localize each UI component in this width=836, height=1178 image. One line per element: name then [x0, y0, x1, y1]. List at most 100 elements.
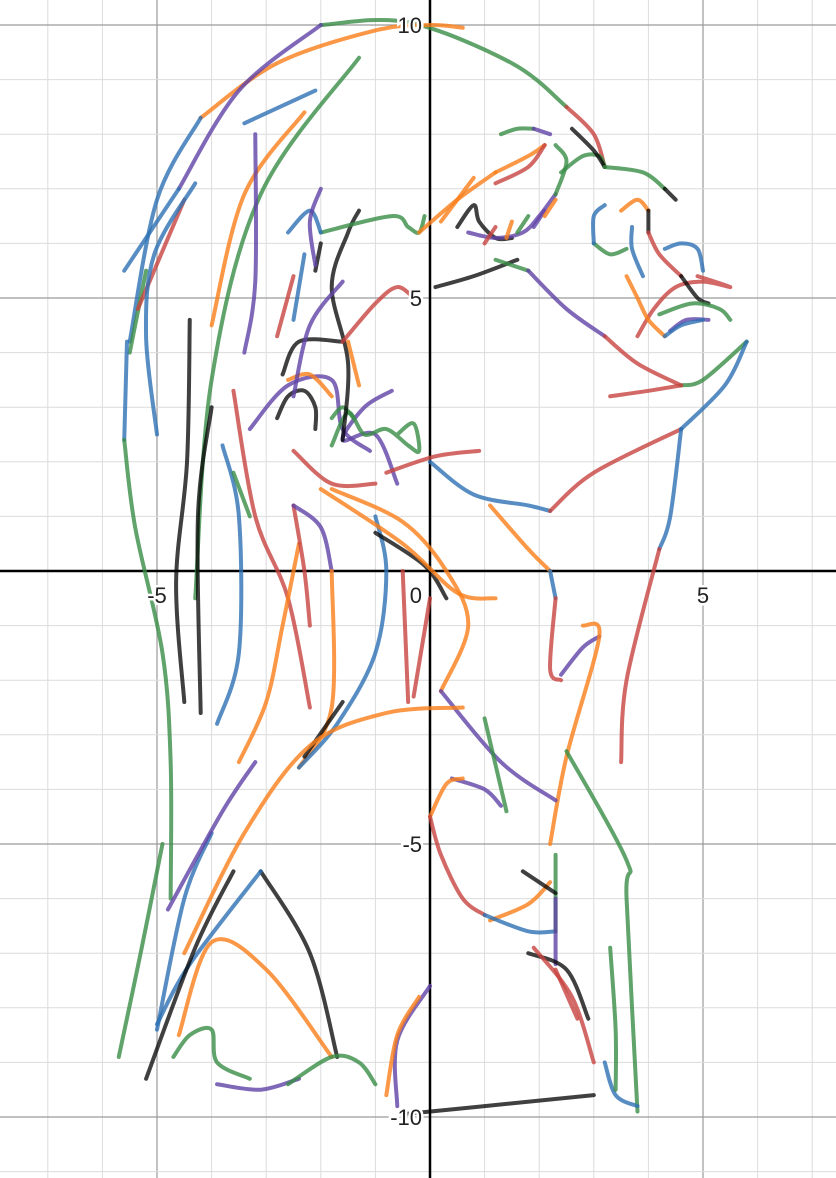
curve-blue	[127, 115, 203, 344]
curve-green	[286, 1053, 378, 1087]
curve-green	[171, 1025, 252, 1081]
curve-orange	[428, 776, 465, 819]
curve-red	[411, 596, 432, 699]
curve-purple	[526, 268, 607, 339]
curve-red	[291, 448, 378, 489]
curve-red	[602, 334, 684, 388]
curve-blue	[591, 203, 607, 246]
curve-red	[400, 569, 411, 705]
curve-orange	[542, 197, 558, 219]
curve-green	[122, 437, 174, 901]
curve-black	[174, 317, 192, 705]
curve-green	[553, 143, 569, 197]
curve-blue	[286, 208, 323, 235]
curve-orange	[488, 503, 553, 573]
curve-blue	[662, 241, 705, 273]
curve-orange	[209, 110, 307, 328]
curve-blue	[629, 225, 645, 279]
curve-green	[515, 214, 531, 235]
curve-orange	[286, 371, 334, 399]
curve-blue	[215, 443, 244, 726]
curve-orange	[438, 175, 476, 224]
curve-orange	[236, 541, 301, 765]
curve-red	[608, 383, 684, 399]
curve-orange	[329, 487, 471, 694]
curve-orange	[548, 621, 602, 846]
curve-blue	[122, 186, 181, 273]
curve-green	[127, 268, 149, 355]
curve-orange	[346, 339, 362, 388]
curve-blue	[602, 1060, 640, 1109]
curve-green	[608, 945, 619, 1092]
y-tick-label: 5	[410, 286, 422, 311]
curve-purple	[559, 634, 602, 677]
curve-orange	[384, 994, 422, 1098]
curve-purple	[165, 760, 258, 912]
curve-green	[116, 842, 165, 1059]
curve-black	[280, 337, 345, 377]
curve-purple	[176, 23, 323, 191]
curve-green	[329, 405, 356, 421]
curve-red	[635, 274, 733, 339]
curve-black	[144, 869, 236, 1081]
curve-black	[569, 126, 607, 169]
curve-green	[591, 241, 629, 257]
curve-blue	[296, 514, 389, 770]
curve-orange	[504, 219, 514, 240]
curve-blue	[679, 339, 749, 432]
curve-purple	[242, 132, 259, 355]
curve-orange	[619, 197, 651, 213]
curve-black	[275, 388, 319, 432]
curve-blue	[482, 912, 558, 935]
curve-purple	[291, 279, 345, 399]
curve-purple	[291, 503, 334, 573]
curve-blue	[242, 88, 318, 126]
x-tick-label: 5	[697, 583, 709, 608]
tick-labels: -5 0 5 10 5 -5 -10	[145, 11, 712, 1133]
curve-green	[231, 470, 252, 519]
curve-red	[553, 967, 580, 1021]
x-tick-label: 0	[410, 583, 422, 608]
curve-red	[548, 596, 564, 683]
curve-black	[400, 1093, 596, 1117]
curve-purple	[531, 208, 547, 230]
curve-blue	[291, 252, 307, 322]
curve-red	[275, 274, 296, 339]
curve-orange	[624, 274, 667, 339]
curve-orange	[176, 937, 334, 1059]
curve-black	[258, 869, 340, 1059]
curve-red	[482, 225, 498, 246]
curve-purple	[307, 186, 323, 268]
curve-red	[384, 448, 482, 475]
curve-green	[564, 749, 640, 1114]
curve-green	[657, 301, 733, 322]
y-tick-label: 10	[398, 13, 422, 38]
curve-blue	[122, 339, 129, 442]
curve-green	[679, 339, 749, 388]
curve-black	[195, 405, 214, 715]
curve-blue	[143, 181, 198, 437]
curve-red	[291, 503, 312, 628]
curve-green	[602, 164, 667, 191]
curve-layer	[116, 17, 749, 1117]
curve-orange	[182, 705, 465, 956]
curve-purple	[247, 374, 372, 453]
curve-black	[526, 951, 591, 1021]
curve-blue	[662, 317, 705, 339]
curve-blue	[657, 427, 684, 552]
y-tick-label: -5	[402, 832, 422, 857]
curve-purple	[531, 126, 553, 137]
y-tick-label: -10	[390, 1105, 422, 1130]
curve-red	[340, 285, 416, 344]
curve-green	[318, 17, 569, 109]
curve-red	[493, 143, 547, 186]
curve-red	[231, 388, 312, 710]
curve-orange	[318, 487, 498, 601]
curve-green	[498, 126, 536, 137]
curve-red	[531, 945, 596, 1065]
curve-green	[482, 716, 509, 814]
curve-black	[520, 869, 558, 896]
curve-red	[548, 427, 684, 513]
